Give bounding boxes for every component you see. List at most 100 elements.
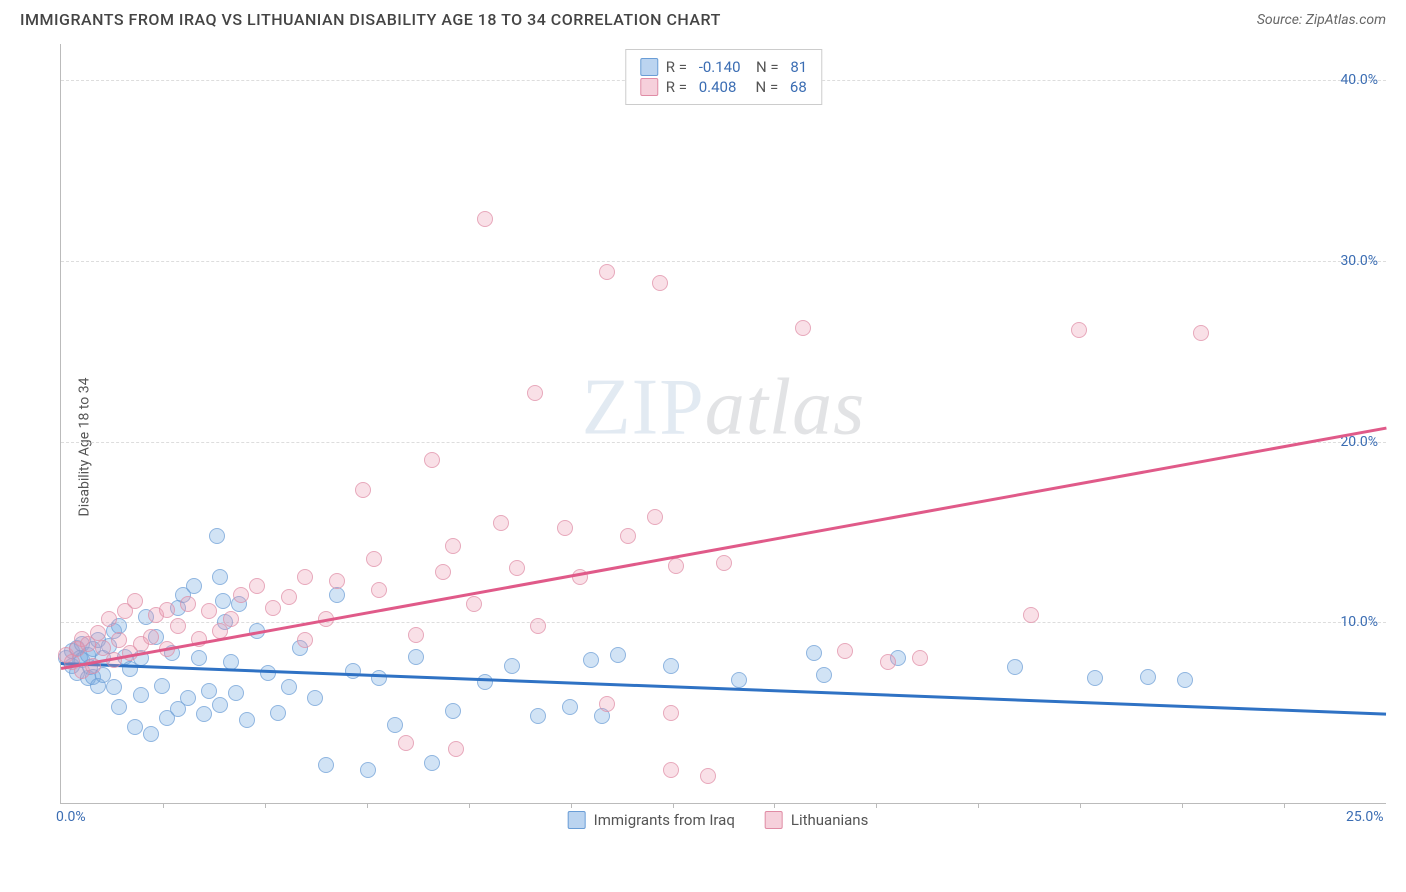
data-point (201, 603, 217, 619)
legend-item-iraq: Immigrants from Iraq (568, 811, 735, 829)
data-point (371, 582, 387, 598)
data-point (371, 670, 387, 686)
data-point (281, 679, 297, 695)
data-point (477, 211, 493, 227)
data-point (668, 558, 684, 574)
data-point (1007, 659, 1023, 675)
legend-item-lithuanian: Lithuanians (765, 811, 868, 829)
data-point (445, 703, 461, 719)
data-point (731, 672, 747, 688)
data-point (408, 649, 424, 665)
data-point (233, 587, 249, 603)
data-point (1140, 669, 1156, 685)
data-point (307, 690, 323, 706)
x-tick-label: 25.0% (1346, 809, 1384, 825)
y-tick-label: 40.0% (1340, 72, 1378, 88)
chart-container: Disability Age 18 to 34 ZIPatlas R = -0.… (50, 44, 1386, 834)
data-point (647, 509, 663, 525)
data-point (201, 683, 217, 699)
data-point (239, 712, 255, 728)
correlation-legend: R = -0.140 N = 81 R = 0.408 N = 68 (625, 49, 822, 105)
data-point (599, 264, 615, 280)
x-tick-label: 0.0% (56, 809, 86, 825)
gridline (61, 442, 1386, 443)
data-point (398, 735, 414, 751)
data-point (345, 663, 361, 679)
x-tick (469, 803, 470, 808)
data-point (1087, 670, 1103, 686)
x-tick (673, 803, 674, 808)
y-tick-label: 30.0% (1340, 253, 1378, 269)
data-point (101, 611, 117, 627)
data-point (530, 618, 546, 634)
source-attribution: Source: ZipAtlas.com (1257, 12, 1386, 28)
x-tick (876, 803, 877, 808)
data-point (837, 643, 853, 659)
data-point (557, 520, 573, 536)
data-point (424, 452, 440, 468)
watermark: ZIPatlas (582, 363, 866, 454)
data-point (599, 696, 615, 712)
data-point (297, 569, 313, 585)
data-point (816, 667, 832, 683)
data-point (610, 647, 626, 663)
legend-swatch-blue (640, 58, 658, 76)
data-point (806, 645, 822, 661)
data-point (620, 528, 636, 544)
data-point (1177, 672, 1193, 688)
data-point (435, 564, 451, 580)
data-point (260, 665, 276, 681)
data-point (663, 658, 679, 674)
y-tick-label: 10.0% (1340, 614, 1378, 630)
data-point (180, 690, 196, 706)
data-point (387, 717, 403, 733)
data-point (270, 705, 286, 721)
data-point (530, 708, 546, 724)
data-point (106, 679, 122, 695)
series-legend: Immigrants from Iraq Lithuanians (568, 811, 869, 829)
data-point (477, 674, 493, 690)
data-point (281, 589, 297, 605)
x-tick (265, 803, 266, 808)
data-point (527, 385, 543, 401)
data-point (583, 652, 599, 668)
data-point (143, 629, 159, 645)
data-point (1193, 325, 1209, 341)
data-point (265, 600, 281, 616)
data-point (663, 762, 679, 778)
legend-row-lithuanian: R = 0.408 N = 68 (640, 78, 807, 96)
data-point (880, 654, 896, 670)
x-tick (1080, 803, 1081, 808)
chart-title: IMMIGRANTS FROM IRAQ VS LITHUANIAN DISAB… (20, 10, 721, 29)
data-point (212, 569, 228, 585)
data-point (209, 528, 225, 544)
data-point (360, 762, 376, 778)
data-point (408, 627, 424, 643)
data-point (133, 687, 149, 703)
data-point (562, 699, 578, 715)
data-point (509, 560, 525, 576)
data-point (111, 699, 127, 715)
x-tick (163, 803, 164, 808)
data-point (663, 705, 679, 721)
x-tick (1182, 803, 1183, 808)
data-point (700, 768, 716, 784)
data-point (329, 587, 345, 603)
data-point (445, 538, 461, 554)
data-point (355, 482, 371, 498)
x-tick (1284, 803, 1285, 808)
trend-line (61, 662, 1386, 715)
data-point (159, 602, 175, 618)
x-tick (367, 803, 368, 808)
data-point (170, 618, 186, 634)
data-point (223, 611, 239, 627)
legend-row-iraq: R = -0.140 N = 81 (640, 58, 807, 76)
data-point (212, 697, 228, 713)
data-point (1023, 607, 1039, 623)
x-tick (978, 803, 979, 808)
data-point (297, 632, 313, 648)
data-point (215, 593, 231, 609)
data-point (196, 706, 212, 722)
data-point (249, 578, 265, 594)
x-tick (774, 803, 775, 808)
